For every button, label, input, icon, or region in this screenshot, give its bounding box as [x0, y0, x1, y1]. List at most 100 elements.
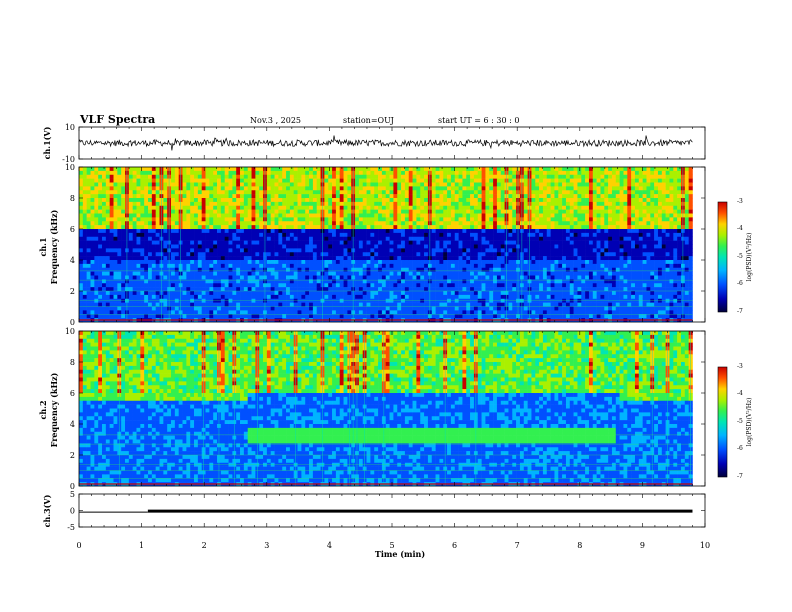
- spectrogram-cell: [128, 229, 133, 234]
- spectrogram-cell: [447, 244, 452, 249]
- spectrogram-cell: [347, 240, 352, 245]
- spectrogram-cell: [355, 178, 360, 183]
- spectrogram-cell: [297, 225, 302, 230]
- spectrogram-cell: [454, 306, 459, 311]
- spectrogram-cell: [378, 271, 383, 276]
- spectrogram-cell: [197, 271, 202, 276]
- spectrogram-cell: [477, 225, 482, 230]
- spectrogram-cell: [171, 267, 176, 272]
- spectrogram-cell: [408, 279, 413, 284]
- spectrogram-cell: [205, 198, 210, 203]
- spectrogram-cell: [512, 178, 517, 183]
- spectrogram-cell: [282, 236, 287, 241]
- spectrogram-cell: [493, 310, 498, 315]
- spectrogram-cell: [217, 178, 222, 183]
- spectrogram-cell: [412, 306, 417, 311]
- spectrogram-cell: [90, 201, 95, 207]
- spectrogram-cell: [358, 244, 364, 249]
- spectrogram-cell: [370, 174, 375, 179]
- spectrogram-cell: [128, 267, 133, 272]
- spectrogram-cell: [90, 314, 95, 319]
- spectrogram-cell: [121, 217, 126, 222]
- spectrogram-cell: [186, 236, 191, 241]
- spectrogram-cell: [450, 186, 456, 191]
- spectrogram-cell: [140, 248, 145, 253]
- spectrogram-cell: [466, 275, 471, 280]
- spectrogram-cell: [512, 306, 517, 311]
- spectrogram-cell: [512, 275, 517, 280]
- spectrogram-cell: [155, 252, 160, 257]
- spectrogram-cell: [424, 291, 429, 296]
- spectrogram-cell: [186, 201, 191, 207]
- spectrogram-cell: [397, 182, 402, 187]
- spectrogram-cell: [182, 294, 187, 300]
- spectrogram-cell: [309, 244, 314, 249]
- spectrogram-cell: [190, 236, 195, 241]
- spectrogram-cell: [412, 174, 417, 179]
- spectrogram-cell: [251, 205, 256, 210]
- spectrogram-cell: [473, 302, 479, 307]
- spectrogram-cell: [462, 229, 467, 234]
- spectrogram-cell: [447, 225, 452, 230]
- spectrogram-cell: [297, 248, 302, 253]
- spectrogram-cell: [213, 240, 218, 245]
- spectrogram-cell: [381, 260, 387, 265]
- spectrogram-cell: [301, 306, 306, 311]
- spectrogram-cell: [224, 194, 229, 199]
- spectrogram-cell: [94, 256, 99, 261]
- spectrogram-cell: [370, 213, 375, 218]
- spectrogram-cell: [374, 190, 379, 195]
- spectrogram-cell: [232, 236, 237, 241]
- spectrogram-cell: [270, 291, 275, 296]
- spectrogram-cell: [458, 229, 463, 234]
- spectrogram-cell: [424, 306, 429, 311]
- spectrogram-cell: [339, 306, 344, 311]
- spectrogram-cell: [335, 244, 341, 249]
- spectrogram-cell: [236, 205, 241, 210]
- spectrogram-cell: [401, 194, 406, 199]
- spectrogram-cell: [102, 229, 107, 234]
- spectrogram-cell: [305, 256, 310, 261]
- spectrogram-cell: [404, 306, 410, 311]
- spectrogram-cell: [86, 205, 91, 210]
- spectrogram-cell: [94, 294, 99, 300]
- spectrogram-cell: [79, 182, 84, 187]
- spectrogram-cell: [539, 213, 544, 218]
- spectrogram-cell: [500, 310, 505, 315]
- spectrogram-cell: [190, 275, 195, 280]
- spectrogram-cell: [136, 209, 141, 214]
- spectrogram-cell: [381, 229, 387, 234]
- spectrogram-cell: [94, 167, 99, 172]
- spectrogram-cell: [370, 291, 375, 296]
- spectrogram-cell: [197, 291, 202, 296]
- spectrogram-cell: [316, 174, 321, 179]
- spectrogram-cell: [512, 217, 517, 222]
- spectrogram-cell: [381, 209, 387, 214]
- spectrogram-cell: [197, 201, 202, 207]
- spectrogram-cell: [454, 294, 459, 300]
- spectrogram-cell: [121, 194, 126, 199]
- spectrogram-cell: [355, 217, 360, 222]
- spectrogram-cell: [197, 213, 202, 218]
- spectrogram-cell: [343, 236, 348, 241]
- spectrogram-cell: [466, 287, 471, 292]
- spectrogram-cell: [332, 232, 337, 238]
- spectrogram-cell: [305, 170, 310, 176]
- spectrogram-cell: [266, 302, 272, 307]
- spectrogram-cell: [462, 248, 467, 253]
- spectrogram-cell: [381, 236, 387, 241]
- spectrogram-cell: [412, 279, 417, 284]
- spectrogram-cell: [232, 294, 237, 300]
- spectrogram-cell: [431, 205, 436, 210]
- spectrogram-cell: [389, 275, 394, 280]
- spectrogram-cell: [458, 225, 463, 230]
- spectrogram-cell: [473, 275, 479, 280]
- spectrogram-cell: [328, 256, 333, 261]
- spectrogram-cell: [151, 248, 156, 253]
- spectrogram-cell: [450, 236, 456, 241]
- spectrogram-cell: [109, 294, 114, 300]
- spectrogram-cell: [236, 232, 241, 238]
- spectrogram-cell: [132, 302, 137, 307]
- spectrogram-cell: [420, 252, 425, 257]
- spectrogram-cell: [140, 252, 145, 257]
